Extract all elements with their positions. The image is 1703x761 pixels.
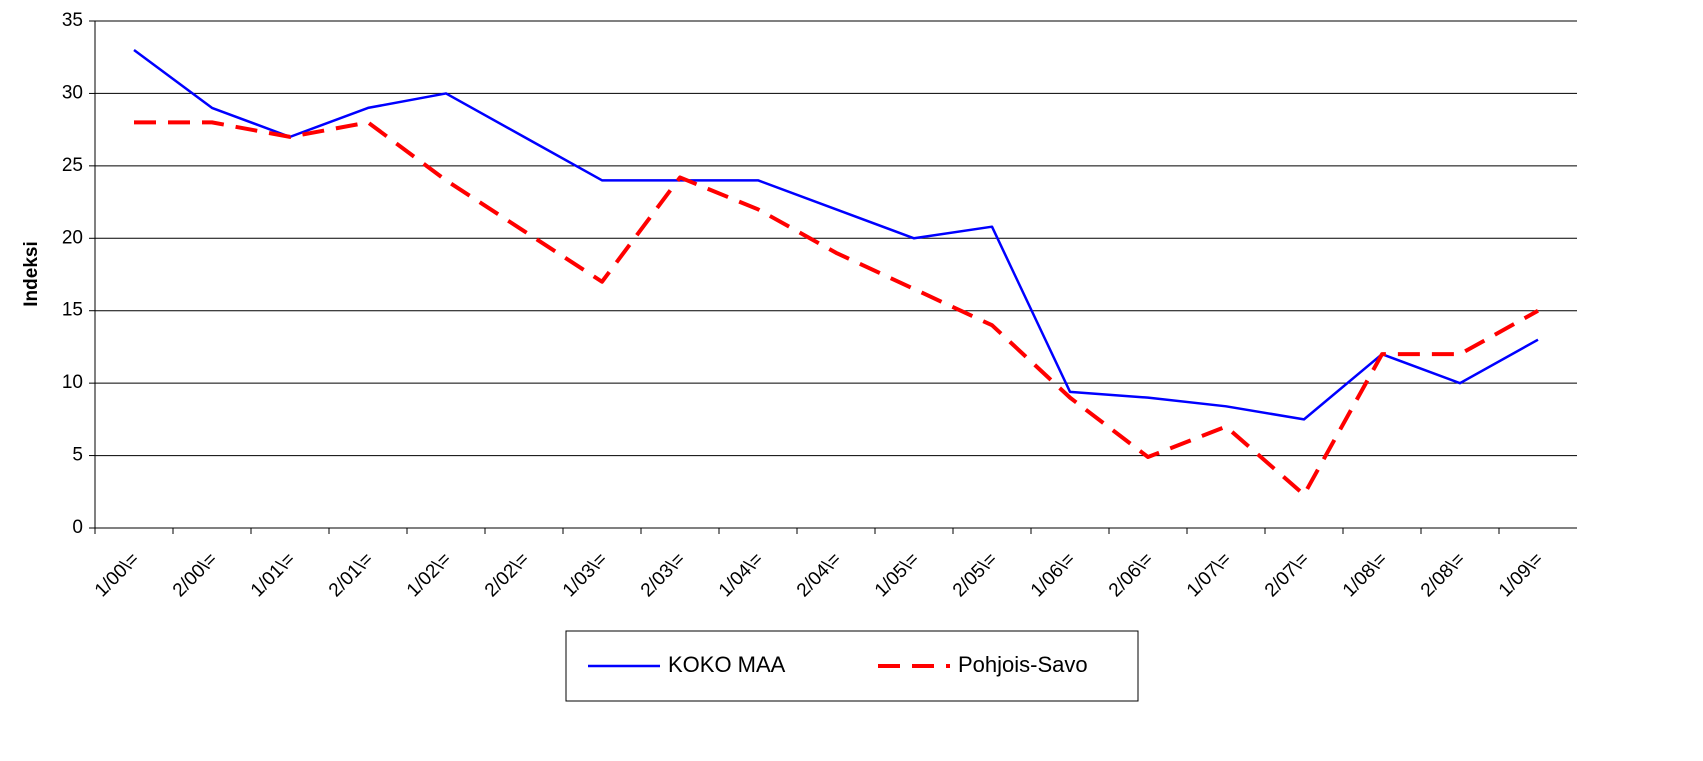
legend-box — [565, 630, 1139, 702]
x-tick-label: 2/08\= — [1417, 549, 1470, 602]
legend-label: KOKO MAA — [668, 652, 786, 677]
x-tick-label: 1/06\= — [1027, 549, 1080, 602]
series-line — [133, 48, 1539, 421]
y-tick-label: 30 — [62, 82, 83, 103]
x-tick-label: 1/09\= — [1495, 549, 1548, 602]
x-tick-label: 1/04\= — [715, 549, 768, 602]
x-tick-label: 2/02\= — [481, 549, 534, 602]
x-tick-label: 1/07\= — [1183, 549, 1236, 602]
x-tick-label: 2/01\= — [325, 549, 378, 602]
x-tick-label: 1/03\= — [559, 549, 612, 602]
y-tick-label: 20 — [62, 227, 83, 248]
x-tick-label: 1/08\= — [1339, 549, 1392, 602]
y-tick-label: 10 — [62, 372, 83, 393]
x-tick-label: 2/03\= — [637, 549, 690, 602]
y-tick-label: 35 — [62, 10, 83, 31]
legend-label: Pohjois-Savo — [958, 652, 1088, 677]
x-tick-label: 2/06\= — [1105, 549, 1158, 602]
x-tick-label: 2/07\= — [1261, 549, 1314, 602]
x-tick-label: 1/01\= — [247, 549, 300, 602]
x-tick-label: 2/05\= — [949, 549, 1002, 602]
y-tick-label: 5 — [72, 445, 83, 466]
x-tick-label: 1/02\= — [403, 549, 456, 602]
y-tick-label: 0 — [72, 517, 83, 538]
x-tick-label: 2/04\= — [793, 549, 846, 602]
y-tick-label: 15 — [62, 300, 83, 321]
series-line — [134, 120, 1539, 497]
y-tick-label: 25 — [62, 155, 83, 176]
x-tick-label: 1/05\= — [871, 549, 924, 602]
x-tick-label: 1/00\= — [91, 549, 144, 602]
y-axis-label: Indeksi — [21, 241, 42, 306]
x-tick-label: 2/00\= — [169, 549, 222, 602]
